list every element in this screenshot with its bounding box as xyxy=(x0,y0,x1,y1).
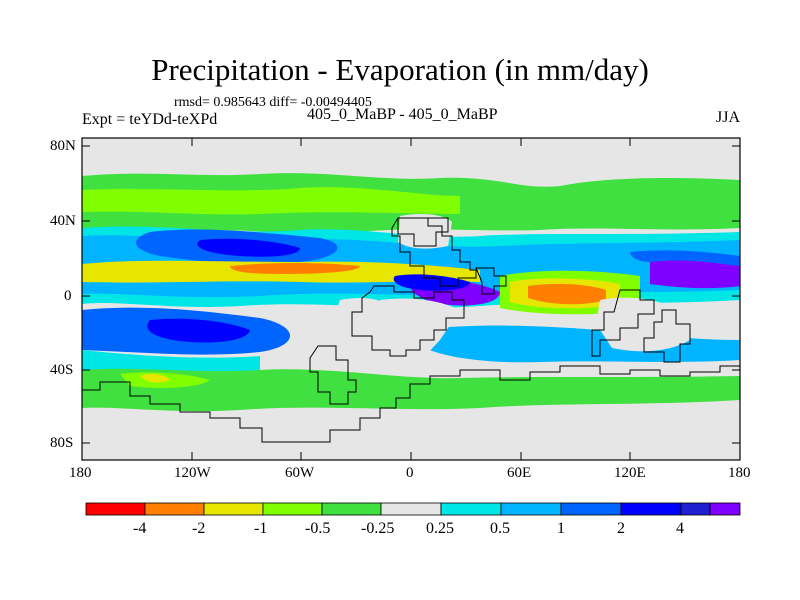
colorbar-label-4: -0.5 xyxy=(305,520,331,537)
colorbar-swatch-12 xyxy=(709,502,741,516)
lon-label-0: 0 xyxy=(406,465,414,481)
colorbar-swatch-10 xyxy=(620,502,682,516)
colorbar-label-5: -0.25 xyxy=(361,520,395,537)
coastline-antarctica xyxy=(82,365,740,443)
coastline-australia xyxy=(643,309,691,363)
colorbar-swatch-9 xyxy=(560,502,622,516)
colorbar-swatch-3 xyxy=(203,502,264,516)
field-darkblue-north-pac xyxy=(197,238,300,257)
lon-label-60e: 60E xyxy=(507,465,532,481)
lon-label-120w: 120W xyxy=(174,465,211,481)
colorbar-swatch-5 xyxy=(321,502,382,516)
coastline-indonesia xyxy=(591,289,655,357)
colorbar-swatch-7 xyxy=(440,502,502,516)
field-orange-equator xyxy=(230,263,360,274)
lon-label-180w: 180 xyxy=(69,465,92,481)
field-yellow-south xyxy=(140,373,170,383)
colorbar-swatch-8 xyxy=(500,502,562,516)
colorbar-swatch-4 xyxy=(262,502,323,516)
field-blue-wpac xyxy=(630,250,740,266)
lat-label-80s: 80S xyxy=(50,435,74,451)
colorbar-swatch-2 xyxy=(144,502,205,516)
field-lightgreen-north xyxy=(82,187,460,215)
colorbar-label-6: 0.25 xyxy=(426,520,454,537)
season-label: JJA xyxy=(715,109,740,126)
field-orange-indian xyxy=(528,283,606,305)
field-green-south xyxy=(82,368,740,412)
coastline-south-america xyxy=(309,345,357,405)
mask-greenland xyxy=(398,214,452,249)
axis-ticks xyxy=(81,138,741,460)
mask-antarctic xyxy=(82,420,740,460)
experiment-label: Expt = teYDd-teXPd xyxy=(82,111,218,128)
colorbar-label-3: -1 xyxy=(254,520,268,537)
lat-label-40s: 40S xyxy=(50,362,74,378)
chart-title: Precipitation - Evaporation (in mm/day) xyxy=(151,52,649,87)
lon-label-180e: 180 xyxy=(728,465,751,481)
field-skyblue-south xyxy=(420,325,740,363)
map-field xyxy=(82,138,740,460)
lon-label-120e: 120E xyxy=(614,465,646,481)
colorbar-label-2: -2 xyxy=(192,520,206,537)
lat-label-40n: 40N xyxy=(50,213,76,229)
lat-label-80n: 80N xyxy=(50,138,76,154)
colorbar-label-8: 1 xyxy=(557,520,565,537)
lat-label-0: 0 xyxy=(64,288,72,304)
coastlines xyxy=(82,217,740,443)
field-cyan-south xyxy=(82,350,260,374)
colorbar-swatch-6 xyxy=(380,502,442,516)
coastline-africa xyxy=(351,285,465,357)
colorbar-label-1: -4 xyxy=(133,520,147,537)
colorbar-label-10: 4 xyxy=(676,520,684,537)
lon-label-60w: 60W xyxy=(285,465,315,481)
coastline-asia xyxy=(475,267,507,295)
coastline-europe xyxy=(391,217,477,287)
period-subtitle: 405_0_MaBP - 405_0_MaBP xyxy=(307,106,498,123)
coastline-greenland xyxy=(397,217,449,247)
colorbar xyxy=(85,502,741,516)
colorbar-swatch-1 xyxy=(85,502,146,516)
rmsd-diff-stats: rmsd= 0.985643 diff= -0.00494405 xyxy=(174,95,372,110)
field-darkblue-africa xyxy=(393,274,470,291)
colorbar-swatch-11 xyxy=(680,502,711,516)
field-purple-wpac xyxy=(650,260,740,289)
field-darkblue-south-pac xyxy=(147,318,250,343)
colorbar-label-9: 2 xyxy=(617,520,625,537)
mask-south-america xyxy=(372,298,460,372)
colorbar-label-7: 0.5 xyxy=(490,520,510,537)
